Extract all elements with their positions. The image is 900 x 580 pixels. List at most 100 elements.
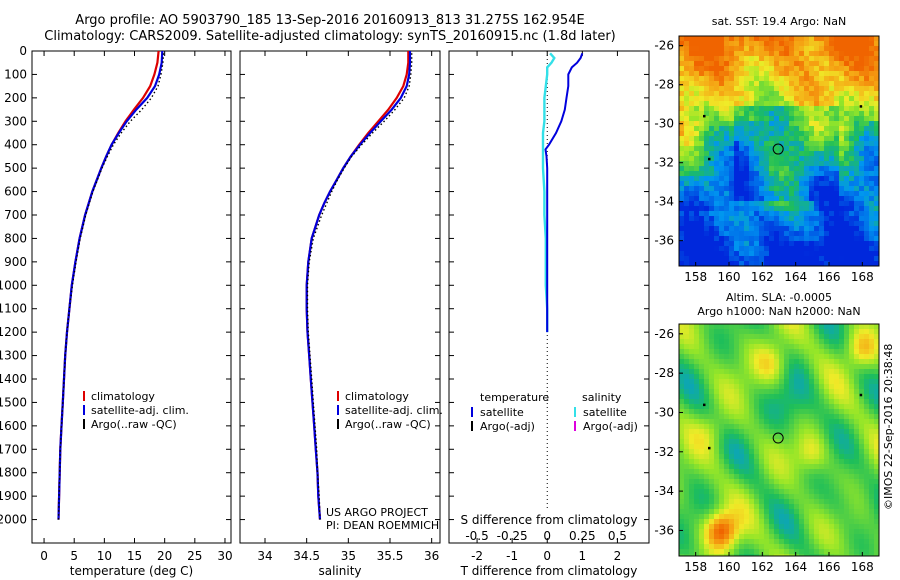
map-cell xyxy=(734,76,740,82)
map-cell xyxy=(864,206,870,212)
map-cell xyxy=(784,206,790,212)
map-cell xyxy=(684,524,690,530)
map-cell xyxy=(769,534,775,540)
map-cell xyxy=(839,449,845,455)
map-cell xyxy=(769,329,775,335)
map-cell xyxy=(834,404,840,410)
map-cell xyxy=(734,171,740,177)
map-cell xyxy=(764,166,770,172)
map-cell xyxy=(764,251,770,257)
map-cell xyxy=(764,339,770,345)
map-cell xyxy=(804,81,810,87)
map-cell xyxy=(859,46,865,52)
map-cell xyxy=(744,499,750,505)
map-cell xyxy=(809,514,815,520)
map-cell xyxy=(834,549,840,555)
map-cell xyxy=(704,354,710,360)
map-cell xyxy=(689,211,695,217)
map-cell xyxy=(749,186,755,192)
map-cell xyxy=(764,459,770,465)
map-cell xyxy=(844,151,850,157)
map-cell xyxy=(749,444,755,450)
map-cell xyxy=(709,241,715,247)
map-cell xyxy=(794,529,800,535)
map-cell xyxy=(829,439,835,445)
map-cell xyxy=(714,51,720,57)
map-cell xyxy=(839,101,845,107)
map-cell xyxy=(754,51,760,57)
map-cell xyxy=(799,241,805,247)
map-cell xyxy=(784,261,790,266)
map-cell xyxy=(729,166,735,172)
map-cell xyxy=(714,384,720,390)
legend-label: climatology xyxy=(91,390,155,403)
map-cell xyxy=(859,146,865,152)
map-cell xyxy=(774,514,780,520)
map-cell xyxy=(834,221,840,227)
map-cell xyxy=(859,216,865,222)
map-cell xyxy=(809,369,815,375)
map-cell xyxy=(784,554,790,556)
map-cell xyxy=(714,339,720,345)
map-cell xyxy=(789,186,795,192)
map-cell xyxy=(814,384,820,390)
map-cell xyxy=(719,181,725,187)
map-cell xyxy=(689,384,695,390)
map-cell xyxy=(814,504,820,510)
map-cell xyxy=(824,121,830,127)
map-cell xyxy=(814,424,820,430)
map-cell xyxy=(869,116,875,122)
map-cell xyxy=(854,429,860,435)
map-cell xyxy=(764,344,770,350)
map-cell xyxy=(749,349,755,355)
map-cell xyxy=(679,126,685,132)
map-cell xyxy=(684,106,690,112)
map-cell xyxy=(689,181,695,187)
panel-frame xyxy=(239,50,441,544)
map-cell xyxy=(734,246,740,252)
map-cell xyxy=(839,241,845,247)
map-cell xyxy=(814,141,820,147)
map-cell xyxy=(849,211,855,217)
map-cell xyxy=(739,156,745,162)
map-cell xyxy=(709,246,715,252)
map-cell xyxy=(809,126,815,132)
map-cell xyxy=(709,61,715,67)
map-cell xyxy=(774,549,780,555)
map-cell xyxy=(809,201,815,207)
map-cell xyxy=(804,106,810,112)
map-cell xyxy=(804,394,810,400)
map-cell xyxy=(874,529,879,535)
map-cell xyxy=(709,141,715,147)
map-cell xyxy=(854,324,860,330)
map-cell xyxy=(714,364,720,370)
map-cell xyxy=(704,146,710,152)
map-cell xyxy=(829,374,835,380)
map-cell xyxy=(714,474,720,480)
map-cell xyxy=(784,106,790,112)
map-cell xyxy=(814,379,820,385)
map-cell xyxy=(819,379,825,385)
map-cell xyxy=(784,121,790,127)
map-cell xyxy=(794,489,800,495)
map-cell xyxy=(854,434,860,440)
map-cell xyxy=(834,324,840,330)
map-cell xyxy=(769,211,775,217)
map-cell xyxy=(724,519,730,525)
map-cell xyxy=(804,206,810,212)
map-cell xyxy=(734,409,740,415)
map-cell xyxy=(854,56,860,62)
map-cell xyxy=(754,206,760,212)
map-cell xyxy=(814,474,820,480)
map-cell xyxy=(759,151,765,157)
map-cell xyxy=(699,389,705,395)
map-cell xyxy=(694,151,700,157)
map-cell xyxy=(839,56,845,62)
map-cell xyxy=(874,216,879,222)
map-cell xyxy=(874,489,879,495)
map-cell xyxy=(679,91,685,97)
map-cell xyxy=(734,424,740,430)
map-cell xyxy=(779,196,785,202)
map-cell xyxy=(779,161,785,167)
map-cell xyxy=(814,171,820,177)
